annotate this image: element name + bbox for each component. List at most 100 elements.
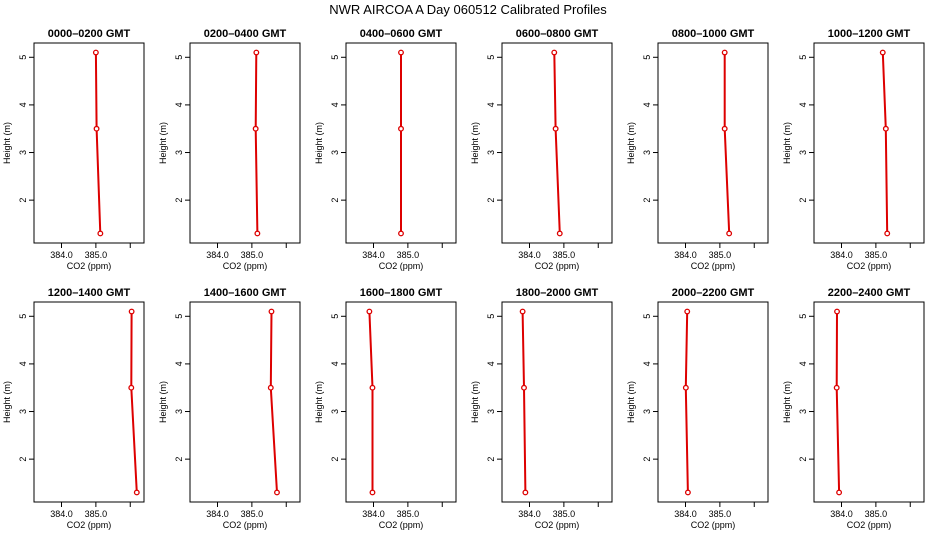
y-tick-label: 4 [330, 102, 340, 107]
profile-line [254, 52, 259, 234]
x-tick-label: 384.0 [518, 250, 541, 260]
x-axis-label: CO2 (ppm) [223, 520, 268, 530]
data-point [133, 489, 140, 496]
y-tick-label: 5 [486, 55, 496, 60]
y-tick-label: 4 [642, 361, 652, 366]
y-tick-label: 2 [330, 457, 340, 462]
x-axis-label: CO2 (ppm) [379, 520, 424, 530]
x-tick-label: 385.0 [85, 509, 108, 519]
x-tick-label: 384.0 [830, 509, 853, 519]
y-tick-label: 3 [486, 409, 496, 414]
y-tick-label: 4 [330, 361, 340, 366]
y-tick-label: 5 [330, 55, 340, 60]
y-tick-label: 5 [174, 55, 184, 60]
data-point [253, 49, 260, 56]
data-point [128, 384, 135, 391]
data-point [522, 489, 529, 496]
panel-title: 1600–1800 GMT [360, 287, 443, 299]
plot-frame [189, 42, 301, 244]
data-point [97, 230, 104, 237]
panel-title: 0600–0800 GMT [516, 28, 599, 40]
x-axis-label: CO2 (ppm) [691, 520, 736, 530]
data-point [521, 384, 527, 391]
x-tick-label: 385.0 [709, 250, 732, 260]
y-tick-label: 3 [18, 409, 28, 414]
y-tick-label: 4 [798, 361, 808, 366]
figure-title: NWR AIRCOA A Day 060512 Calibrated Profi… [329, 2, 607, 17]
panel-title: 1400–1600 GMT [204, 287, 287, 299]
x-tick-label: 384.0 [50, 250, 73, 260]
y-tick-label: 4 [642, 102, 652, 107]
data-point [267, 384, 274, 391]
profile-line [94, 52, 102, 234]
y-tick-label: 2 [486, 198, 496, 203]
x-tick-label: 385.0 [865, 250, 888, 260]
profile-line [368, 311, 374, 493]
y-tick-label: 5 [642, 314, 652, 319]
y-tick-label: 2 [798, 457, 808, 462]
x-tick-label: 384.0 [50, 509, 73, 519]
profile-line [553, 52, 561, 234]
x-tick-label: 385.0 [397, 509, 420, 519]
y-tick-label: 3 [486, 150, 496, 155]
data-point [93, 125, 100, 132]
data-point [834, 308, 840, 315]
y-tick-label: 5 [174, 314, 184, 319]
data-point [833, 384, 840, 391]
x-tick-label: 384.0 [206, 509, 229, 519]
x-tick-label: 385.0 [397, 250, 420, 260]
y-axis-label: Height (m) [2, 122, 12, 164]
data-point [274, 489, 280, 496]
x-axis-label: CO2 (ppm) [67, 261, 112, 271]
panel-title: 2200–2400 GMT [828, 287, 911, 299]
y-axis-label: Height (m) [158, 122, 168, 164]
data-point [836, 489, 843, 496]
data-point [398, 125, 404, 132]
plot-frame [189, 301, 301, 503]
data-point [551, 49, 558, 56]
profile-line [881, 52, 889, 234]
data-point [882, 125, 889, 132]
y-tick-label: 4 [174, 102, 184, 107]
data-point [369, 489, 376, 496]
panel-title: 1800–2000 GMT [516, 287, 599, 299]
x-tick-label: 384.0 [362, 509, 385, 519]
panel-title: 2000–2200 GMT [672, 287, 755, 299]
data-point [398, 49, 404, 56]
data-point [128, 308, 135, 315]
data-point [268, 308, 275, 315]
x-tick-label: 385.0 [865, 509, 888, 519]
x-tick-label: 385.0 [553, 250, 576, 260]
x-axis-label: CO2 (ppm) [535, 261, 580, 271]
panel-title: 0400–0600 GMT [360, 28, 443, 40]
panel-title: 0000–0200 GMT [48, 28, 131, 40]
x-tick-label: 385.0 [241, 250, 264, 260]
y-tick-label: 3 [330, 150, 340, 155]
x-axis-label: CO2 (ppm) [223, 261, 268, 271]
data-point [721, 125, 728, 132]
x-axis-label: CO2 (ppm) [535, 520, 580, 530]
profile-line [269, 311, 278, 493]
panel-title: 1200–1400 GMT [48, 287, 131, 299]
plot-frame [657, 42, 769, 244]
y-tick-label: 4 [18, 361, 28, 366]
panel-title: 1000–1200 GMT [828, 28, 911, 40]
y-tick-label: 5 [642, 55, 652, 60]
y-tick-label: 2 [174, 198, 184, 203]
y-tick-label: 3 [330, 409, 340, 414]
y-tick-label: 5 [18, 55, 28, 60]
y-tick-label: 5 [798, 314, 808, 319]
y-tick-label: 2 [18, 457, 28, 462]
plot-frame [33, 301, 145, 503]
data-point [721, 49, 728, 56]
y-axis-label: Height (m) [470, 122, 480, 164]
data-point [556, 230, 563, 237]
